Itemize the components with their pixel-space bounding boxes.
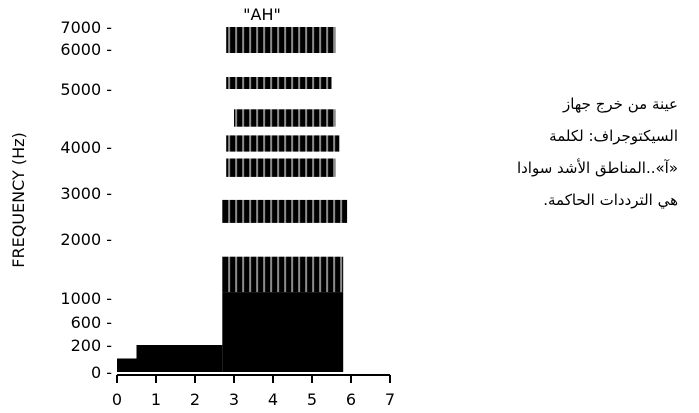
x-tick-label: 1	[151, 390, 161, 409]
x-tick-label: 5	[307, 390, 317, 409]
striation	[340, 27, 343, 293]
energy-band-7	[226, 135, 340, 152]
x-tick-label: 6	[346, 390, 356, 409]
y-tick-label: 200 -	[71, 336, 112, 355]
striation	[270, 27, 273, 293]
striation	[291, 27, 294, 293]
x-tick-label: 0	[112, 390, 122, 409]
energy-band-6	[226, 158, 336, 177]
x-tick-label: 2	[190, 390, 200, 409]
y-tick-label: 4000 -	[60, 138, 112, 157]
caption-line-1: عينة من خرج جهاز	[562, 95, 678, 113]
striation	[326, 27, 329, 293]
chart-title: "AH"	[243, 5, 281, 24]
y-tick-label: 3000 -	[60, 184, 112, 203]
striation	[305, 27, 308, 293]
y-tick-label: 0 -	[91, 363, 112, 382]
y-axis-label: FREQUENCY (Hz)	[9, 132, 28, 267]
x-tick-label: 4	[268, 390, 278, 409]
energy-band-1	[117, 358, 223, 372]
y-tick-label: 2000 -	[60, 230, 112, 249]
y-tick-label: 6000 -	[60, 40, 112, 59]
x-tick-label: 7	[385, 390, 395, 409]
striation	[298, 27, 301, 293]
energy-band-4	[222, 256, 344, 293]
striation	[228, 27, 231, 293]
caption: عينة من خرج جهاز السيكتوجراف: لكلمة «آ».…	[470, 88, 678, 216]
striation	[284, 27, 287, 293]
y-tick-label: 600 -	[71, 313, 112, 332]
striation	[242, 27, 245, 293]
y-tick-label: 7000 -	[60, 18, 112, 37]
energy-band-3	[222, 292, 344, 372]
y-tick-label: 5000 -	[60, 80, 112, 99]
caption-line-2: السيكتوجراف: لكلمة	[549, 127, 678, 145]
striation	[235, 27, 238, 293]
x-tick-label: 3	[229, 390, 239, 409]
energy-band-10	[226, 27, 336, 53]
striation	[249, 27, 252, 293]
striation	[312, 27, 315, 293]
energy-band-2	[136, 345, 223, 359]
striation	[319, 27, 322, 293]
striation	[263, 27, 266, 293]
striation	[277, 27, 280, 293]
striation	[333, 27, 336, 293]
striation	[256, 27, 259, 293]
y-tick-label: 1000 -	[60, 289, 112, 308]
caption-line-3: «آ»..المناطق الأشد سوادا	[516, 159, 678, 177]
caption-line-4: هي الترددات الحاكمة.	[543, 191, 678, 209]
